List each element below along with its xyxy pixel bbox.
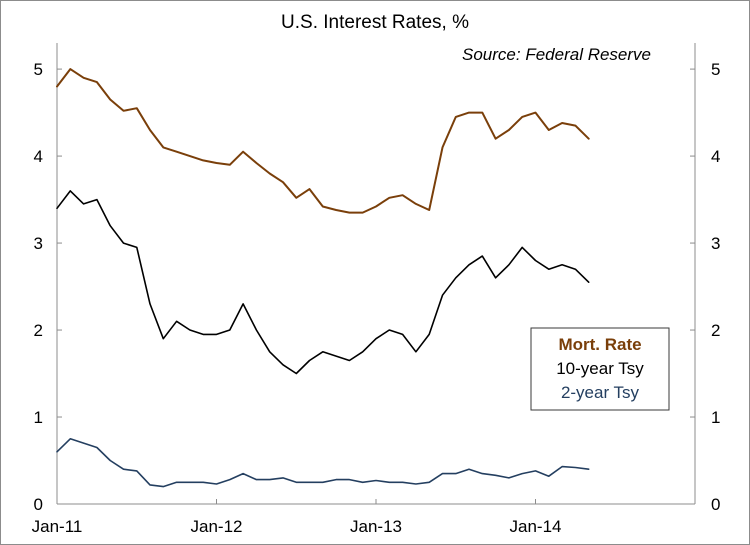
x-tick-label: Jan-14 (510, 517, 562, 536)
legend-box (530, 327, 670, 411)
chart-title: U.S. Interest Rates, % (281, 12, 469, 33)
legend: Mort. Rate 10-year Tsy 2-year Tsy (530, 327, 670, 411)
y-tick-label-left: 4 (34, 147, 43, 166)
y-tick-label-left: 3 (34, 234, 43, 253)
y-tick-label-left: 2 (34, 321, 43, 340)
y-tick-label-right: 0 (711, 495, 720, 514)
series-line-2-year-tsy (56, 437, 590, 488)
y-tick-label-left: 5 (34, 60, 43, 79)
x-tick-label: Jan-11 (32, 517, 83, 536)
y-tick-label-right: 3 (711, 234, 720, 253)
y-tick-label-left: 1 (34, 408, 43, 427)
y-tick-label-right: 5 (711, 60, 720, 79)
x-tick-label: Jan-13 (350, 517, 402, 536)
legend-entry-2-year-tsy: 2-year Tsy (561, 383, 640, 402)
series-lines (56, 68, 590, 488)
x-tick-label: Jan-12 (191, 517, 243, 536)
legend-entry-mort-rate: Mort. Rate (558, 335, 641, 354)
legend-entry-10-year-tsy: 10-year Tsy (556, 359, 644, 378)
y-tick-label-left: 0 (34, 495, 43, 514)
series-line-mort-rate (56, 68, 590, 214)
source-annotation: Source: Federal Reserve (462, 45, 651, 64)
y-tick-label-right: 2 (711, 321, 720, 340)
series-line-10-year-tsy (56, 190, 590, 375)
y-tick-label-right: 1 (711, 408, 720, 427)
axis-ticks: 0 0 1 1 2 2 3 3 4 4 5 5 Jan-11 Jan-12 Jan-13 Jan-14 (32, 60, 721, 536)
y-tick-label-right: 4 (711, 147, 720, 166)
